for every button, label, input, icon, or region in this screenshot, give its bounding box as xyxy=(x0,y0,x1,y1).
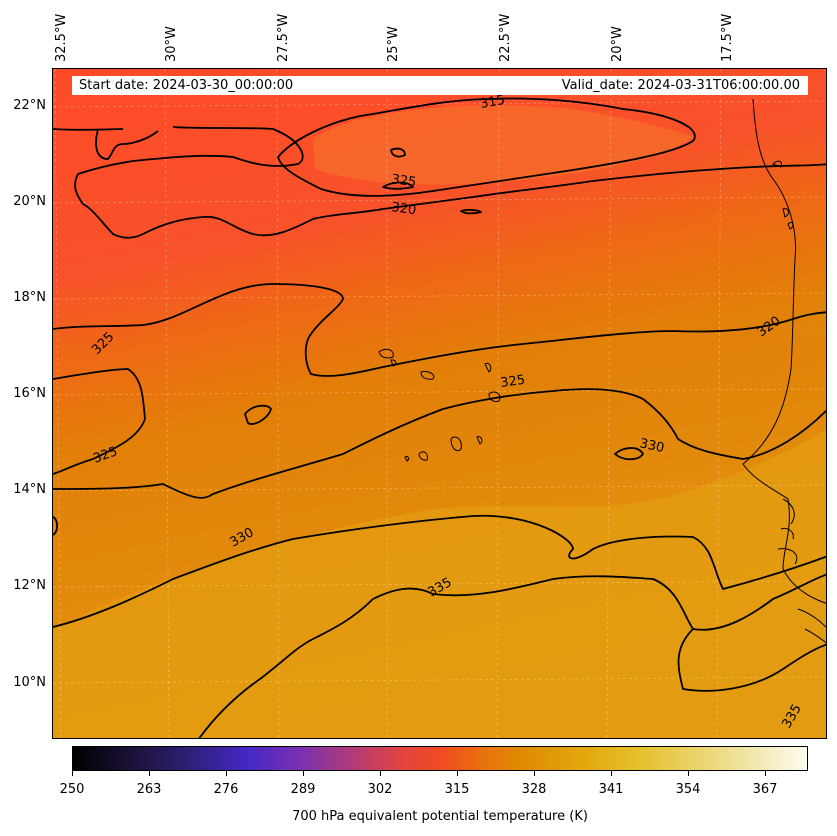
cb-tickmark xyxy=(303,771,304,776)
colorbar-tick-label: 354 xyxy=(675,782,701,797)
cb-tickmark xyxy=(611,771,612,776)
colorbar-tick-label: 328 xyxy=(521,782,547,797)
colorbar-tick-label: 367 xyxy=(752,782,778,797)
contour-label-325-north: 325 xyxy=(390,172,417,190)
colorbar-tick-label: 276 xyxy=(213,782,239,797)
cb-tickmark xyxy=(72,771,73,776)
lat-label-22n: 22°N xyxy=(13,98,46,113)
hot-zone xyxy=(53,430,826,738)
lon-label-25w: 25°W xyxy=(386,26,401,62)
colorbar-tick-label: 302 xyxy=(367,782,393,797)
contour-335 xyxy=(198,573,826,738)
lat-label-18n: 18°N xyxy=(13,290,46,305)
contour-320-mid xyxy=(53,283,826,377)
date-header: Start date: 2024-03-30_00:00:00 Valid_da… xyxy=(72,76,808,95)
cb-tickmark xyxy=(534,771,535,776)
contour-blob-1 xyxy=(244,404,272,425)
contour-blob-3 xyxy=(460,209,482,215)
lon-label-20w: 20°W xyxy=(610,26,625,62)
contour-315 xyxy=(277,97,696,197)
lat-label-14n: 14°N xyxy=(13,482,46,497)
lat-label-10n: 10°N xyxy=(13,675,46,690)
cb-tickmark xyxy=(457,771,458,776)
colorbar-tick-label: 250 xyxy=(59,782,85,797)
contour-325-ring xyxy=(382,181,414,190)
colorbar-title: 700 hPa equivalent potential temperature… xyxy=(292,809,588,824)
contour-label-315: 315 xyxy=(479,93,506,112)
colorbar-tick-label: 341 xyxy=(598,782,624,797)
map-panel: 315 320 325 325 320 325 325 330 330 335 … xyxy=(52,68,827,739)
lon-label-17-5w: 17.5°W xyxy=(720,13,735,62)
colorbar xyxy=(72,746,808,771)
start-date-text: Start date: 2024-03-30_00:00:00 xyxy=(79,78,294,93)
contour-320-north xyxy=(53,126,826,239)
contour-blob-4 xyxy=(614,447,644,461)
contour-325-mid xyxy=(53,368,826,499)
senegal-coast-islands xyxy=(777,498,826,644)
contour-label-320-north: 320 xyxy=(390,200,417,218)
cb-tickmark xyxy=(226,771,227,776)
valid-date-text: Valid_date: 2024-03-31T06:00:00.00 xyxy=(561,78,800,93)
cb-tickmark xyxy=(765,771,766,776)
lon-label-32-5w: 32.5°W xyxy=(54,13,69,62)
lon-label-30w: 30°W xyxy=(164,26,179,62)
west-africa-coast xyxy=(742,98,826,604)
lat-label-12n: 12°N xyxy=(13,578,46,593)
colorbar-tick-label: 263 xyxy=(136,782,162,797)
contour-blob-2 xyxy=(390,147,406,158)
cb-tickmark xyxy=(149,771,150,776)
lat-label-16n: 16°N xyxy=(13,386,46,401)
lon-label-22-5w: 22.5°W xyxy=(498,13,513,62)
contours xyxy=(53,97,826,738)
canary-islands xyxy=(772,160,794,230)
contour-label-330-east: 330 xyxy=(638,436,665,456)
cb-tickmark xyxy=(380,771,381,776)
contour-label-325-mid: 325 xyxy=(499,373,526,391)
colorbar-tick-label: 289 xyxy=(290,782,316,797)
cb-tickmark xyxy=(688,771,689,776)
colorbar-tick-label: 315 xyxy=(444,782,470,797)
contour-330 xyxy=(53,514,826,628)
map-svg: 315 320 325 325 320 325 325 330 330 335 … xyxy=(53,69,826,738)
cape-verde-islands xyxy=(378,348,501,462)
cool-pocket xyxy=(313,105,693,185)
contour-blob-5 xyxy=(53,516,59,536)
contour-335-east xyxy=(677,628,826,692)
lat-label-20n: 20°N xyxy=(13,194,46,209)
coastline xyxy=(378,98,826,644)
lon-label-27-5w: 27.5°W xyxy=(276,13,291,62)
